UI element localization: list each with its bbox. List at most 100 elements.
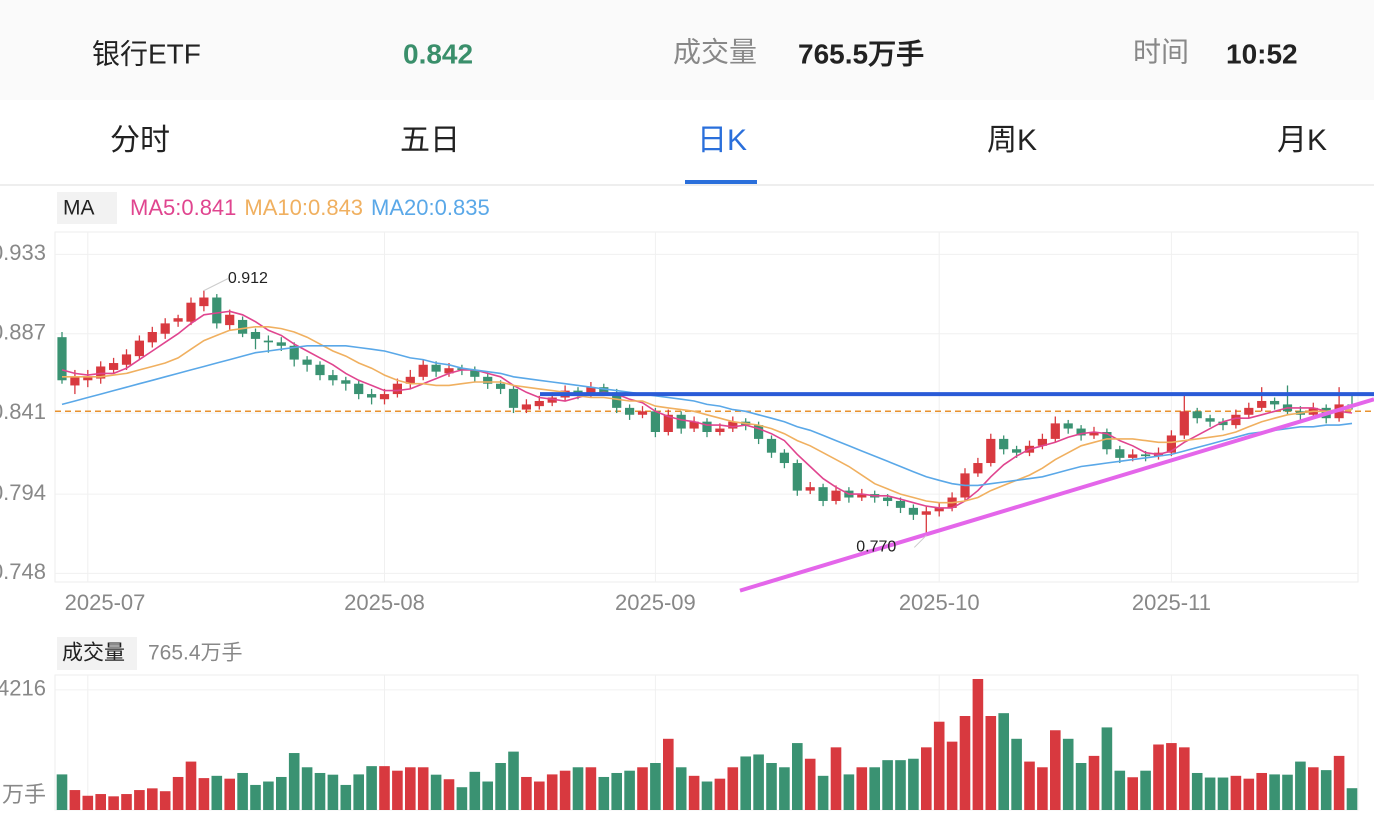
candle-body xyxy=(934,507,944,512)
price: 0.842 xyxy=(403,38,473,69)
x-tick-label: 2025-11 xyxy=(1132,590,1211,615)
annotation-leader xyxy=(203,278,229,292)
volume-bar xyxy=(779,767,790,810)
volume-bar xyxy=(147,788,158,810)
candle-body xyxy=(818,487,828,501)
volume-bar xyxy=(56,774,68,810)
volume-bar xyxy=(108,796,119,810)
volume-bar xyxy=(598,776,610,810)
header-bg xyxy=(0,0,1374,100)
volume-bar xyxy=(985,716,997,810)
tab[interactable]: 五日 xyxy=(400,124,460,157)
candle-body xyxy=(534,400,544,407)
annotation: 0.912 xyxy=(228,270,268,287)
volume-bar xyxy=(1166,743,1177,810)
candle-body xyxy=(805,487,815,491)
volume-bar xyxy=(417,767,429,810)
volume-bar xyxy=(327,774,339,810)
volume-bar xyxy=(1075,763,1087,810)
volume-bar xyxy=(121,794,132,810)
volume-bar xyxy=(198,778,210,810)
ma-legend-box xyxy=(57,192,117,224)
volume-legend-title: 成交量 xyxy=(62,642,125,665)
volume-bar xyxy=(998,713,1009,810)
candle-body xyxy=(57,337,67,381)
candle-body xyxy=(508,388,519,408)
candle-body xyxy=(792,463,802,491)
x-tick-label: 2025-10 xyxy=(899,590,980,615)
volume-bar xyxy=(430,774,442,810)
candle-body xyxy=(431,364,441,372)
volume-bar xyxy=(882,760,893,810)
candle-body xyxy=(1166,435,1176,453)
volume-bar xyxy=(869,767,880,810)
volume-bar xyxy=(637,767,648,810)
candle-body xyxy=(199,297,209,307)
ma-line xyxy=(62,326,1352,504)
candle-body xyxy=(883,497,893,501)
candle-body xyxy=(650,411,660,432)
volume-bar xyxy=(1256,772,1267,810)
volume-bar xyxy=(211,775,223,810)
y-tick-label: 0.841 xyxy=(0,399,46,424)
candle-body xyxy=(121,354,132,365)
candle-body xyxy=(367,394,377,398)
volume-bar xyxy=(701,781,713,810)
candle-body xyxy=(496,383,506,389)
candle-body xyxy=(715,428,725,432)
ma-legend: MA10:0.843 xyxy=(244,195,363,220)
candle-body xyxy=(547,397,557,403)
volume-bar xyxy=(69,790,81,810)
security-name: 银行ETF xyxy=(92,38,201,69)
volume-bar xyxy=(972,678,984,810)
volume-legend-box xyxy=(57,637,137,670)
x-tick-label: 2025-09 xyxy=(615,590,696,615)
time-value: 10:52 xyxy=(1226,38,1298,69)
candle-body xyxy=(147,332,157,343)
ma-legend: MA20:0.835 xyxy=(371,195,490,220)
tab[interactable]: 月K xyxy=(1277,124,1327,157)
candle-body xyxy=(392,383,402,395)
volume-bar xyxy=(766,763,777,810)
volume-bar xyxy=(276,776,287,810)
tab[interactable]: 周K xyxy=(987,124,1037,157)
ma-line xyxy=(61,310,1353,509)
volume-bar xyxy=(675,767,687,810)
volume-bar xyxy=(250,784,261,810)
x-tick-label: 2025-08 xyxy=(344,590,425,615)
candle-body xyxy=(1076,428,1086,436)
price-panel xyxy=(54,231,1359,583)
tab[interactable]: 分时 xyxy=(110,124,170,157)
candle-body xyxy=(625,407,635,415)
volume-bar xyxy=(611,772,622,810)
ma-line xyxy=(61,345,1353,487)
volume-bar xyxy=(1269,774,1280,810)
volume-bar xyxy=(185,761,197,810)
volume-bar xyxy=(1217,777,1229,810)
volume-bar xyxy=(237,772,248,810)
volume-bar xyxy=(469,771,481,810)
candle-body xyxy=(186,302,196,322)
tab[interactable]: 日K xyxy=(697,124,747,157)
candle-body xyxy=(663,414,673,432)
volume-bar xyxy=(895,760,906,810)
candle-body xyxy=(586,387,596,395)
candle-body xyxy=(831,490,841,501)
volume-bar xyxy=(224,778,235,810)
volume-bar xyxy=(134,790,145,810)
volume-bar xyxy=(1153,744,1164,810)
volume-bar xyxy=(1088,755,1100,810)
candle-body xyxy=(895,500,906,508)
candle-body xyxy=(1012,449,1022,453)
volume-bar xyxy=(1179,747,1190,810)
volume-bar xyxy=(379,766,390,810)
time-label: 时间 xyxy=(1133,36,1189,67)
candle-body xyxy=(302,359,312,365)
candle-body xyxy=(1037,438,1047,446)
volume-bar xyxy=(1320,770,1332,810)
volume-tick-label: 4216 xyxy=(0,676,46,701)
candle-body xyxy=(1115,449,1125,458)
y-tick-label: 0.887 xyxy=(0,320,46,345)
volume-bar xyxy=(172,776,184,810)
